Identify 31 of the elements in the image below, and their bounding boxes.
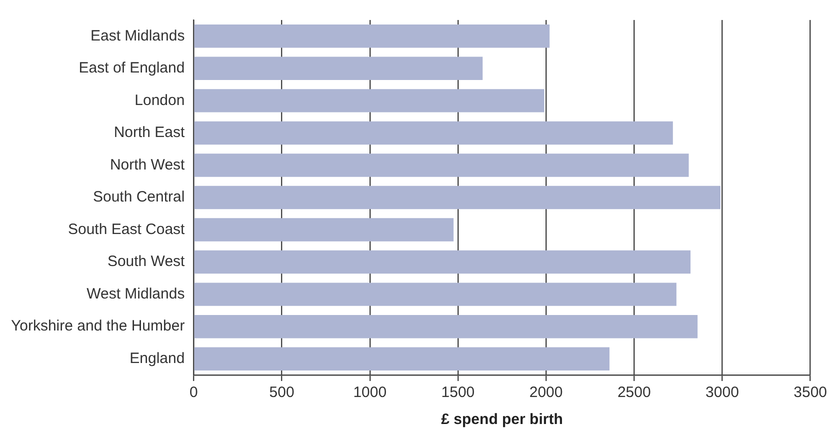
x-tick-label: 1500 bbox=[441, 384, 475, 402]
y-tick-label: South Central bbox=[92, 188, 185, 206]
x-tick-label: 3000 bbox=[706, 384, 739, 402]
bar bbox=[194, 89, 544, 112]
y-tick-label: North East bbox=[114, 124, 186, 142]
bar bbox=[194, 314, 698, 338]
bar bbox=[194, 186, 720, 210]
x-axis-title: £ spend per birth bbox=[441, 411, 563, 428]
x-tick-label: 1000 bbox=[353, 384, 387, 402]
bar bbox=[194, 282, 676, 306]
bar bbox=[194, 56, 483, 80]
x-tick-label: 2500 bbox=[617, 384, 651, 402]
x-tick-label: 0 bbox=[190, 384, 198, 402]
x-tick-label: 3500 bbox=[794, 384, 828, 402]
x-tick-label: 2000 bbox=[529, 384, 563, 402]
y-tick-label: East of England bbox=[78, 60, 185, 77]
y-tick-label: England bbox=[130, 350, 185, 368]
y-tick-label: North West bbox=[110, 156, 186, 174]
bar bbox=[194, 121, 673, 145]
bar bbox=[194, 250, 691, 274]
bar bbox=[194, 154, 689, 177]
bar bbox=[194, 24, 550, 48]
y-tick-label: South East Coast bbox=[68, 220, 186, 238]
x-tick-label: 500 bbox=[269, 384, 294, 402]
y-tick-label: South West bbox=[107, 253, 186, 270]
bar bbox=[194, 218, 454, 242]
y-tick-label: West Midlands bbox=[86, 285, 185, 302]
y-tick-label: Yorkshire and the Humber bbox=[10, 318, 185, 335]
y-tick-label: East Midlands bbox=[90, 27, 185, 44]
bar bbox=[194, 347, 610, 370]
y-tick-label: London bbox=[134, 92, 185, 109]
